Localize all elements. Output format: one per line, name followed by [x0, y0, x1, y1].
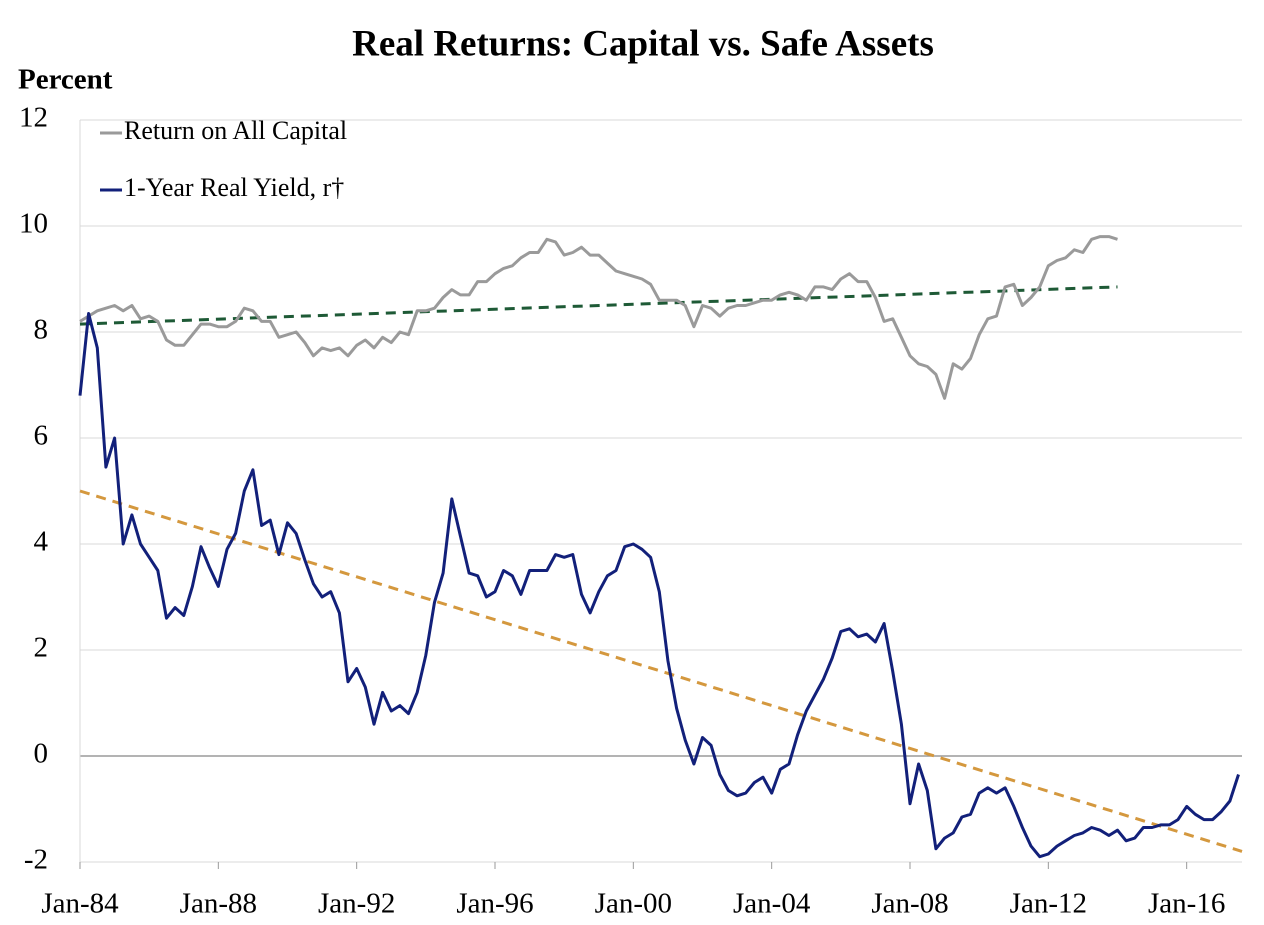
y-axis-label: Percent	[18, 64, 113, 96]
x-tick-label: Jan-00	[595, 888, 672, 920]
x-tick-label: Jan-92	[318, 888, 395, 920]
y-tick-label: 12	[19, 102, 48, 134]
y-tick-label: 4	[34, 526, 49, 558]
legend-label: 1-Year Real Yield, r†	[124, 173, 344, 202]
x-tick-label: Jan-88	[180, 888, 257, 920]
x-tick-label: Jan-08	[871, 888, 948, 920]
trend-line	[79, 285, 1118, 326]
y-tick-label: 8	[34, 314, 49, 346]
y-tick-label: -2	[24, 844, 48, 876]
line-series	[79, 235, 1118, 400]
x-tick-label: Jan-84	[41, 888, 119, 920]
legend-label: Return on All Capital	[124, 116, 347, 145]
y-tick-label: 2	[34, 632, 49, 664]
chart-title: Real Returns: Capital vs. Safe Assets	[352, 23, 934, 64]
x-tick-label: Jan-16	[1148, 888, 1225, 920]
x-tick-label: Jan-04	[733, 888, 811, 920]
y-tick-label: 6	[34, 420, 49, 452]
line-series	[78, 312, 1240, 859]
y-tick-label: 10	[19, 208, 48, 240]
trend-line	[79, 489, 1243, 853]
y-tick-label: 0	[34, 738, 49, 770]
x-tick-label: Jan-96	[456, 888, 533, 920]
x-tick-label: Jan-12	[1010, 888, 1087, 920]
